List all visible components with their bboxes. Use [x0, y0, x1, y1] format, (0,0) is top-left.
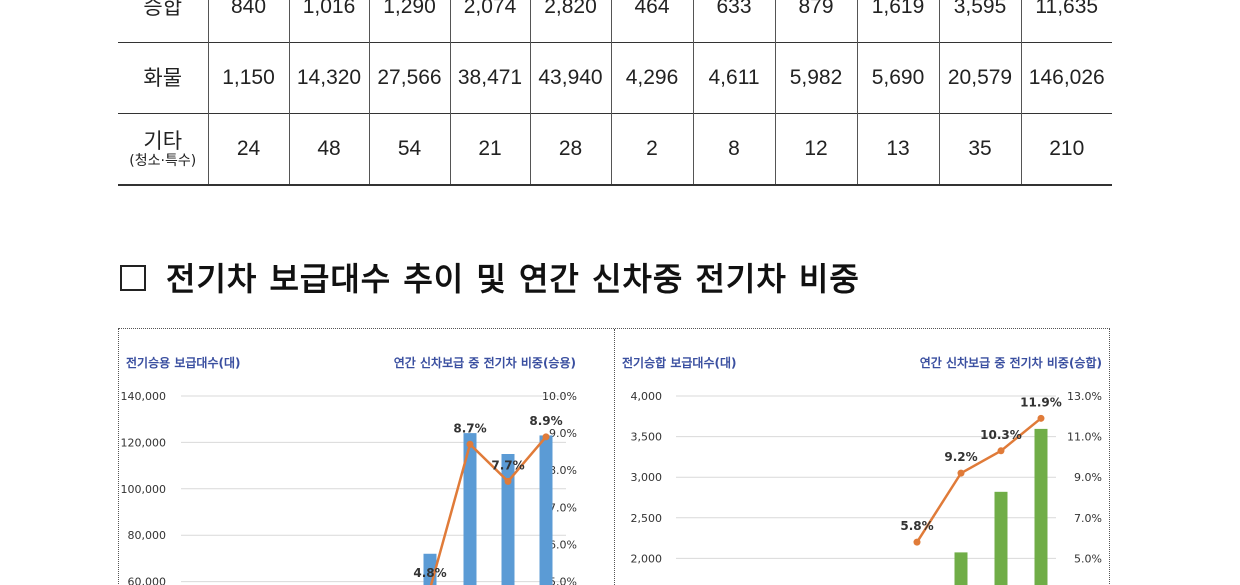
- table-cell: 4,296: [610, 42, 693, 114]
- table-cell: 28: [529, 113, 611, 185]
- bar: [501, 454, 515, 585]
- series-line: [429, 436, 547, 585]
- y2-axis-title: 연간 신차보급 중 전기차 비중(승용): [394, 355, 576, 370]
- series-point: [542, 433, 550, 441]
- data-label: 10.3%: [980, 428, 1022, 442]
- data-label: 9.2%: [944, 450, 977, 464]
- table-cell: 38,471: [449, 42, 530, 114]
- y2-tick-label: 5.0%: [549, 576, 577, 585]
- y-tick-label: 2,000: [631, 552, 663, 565]
- table-cell: 210: [1020, 113, 1112, 185]
- y2-axis-title: 연간 신차보급 중 전기차 비중(승합): [920, 355, 1102, 370]
- row-label: 화물: [143, 66, 183, 90]
- y2-tick-label: 11.0%: [1067, 431, 1102, 444]
- table-cell: 43,940: [529, 42, 611, 114]
- y-tick-label: 80,000: [128, 529, 167, 542]
- table-cell: 48: [288, 113, 369, 185]
- y-tick-label: 3,500: [631, 431, 663, 444]
- section-title-text: 전기차 보급대수 추이 및 연간 신차중 전기차 비중: [166, 260, 860, 298]
- chart-divider: [614, 329, 615, 585]
- series-point: [1037, 414, 1045, 422]
- y-tick-label: 60,000: [128, 576, 167, 585]
- table-cell: 11,635: [1020, 0, 1112, 43]
- table-cell: 24: [207, 113, 289, 185]
- table-cell: 20,579: [938, 42, 1021, 114]
- data-label: 7.7%: [491, 458, 524, 472]
- data-label: 8.7%: [453, 421, 486, 435]
- table-cell: 2: [610, 113, 693, 185]
- y-axis-title: 전기승합 보급대수(대): [622, 355, 737, 370]
- series-point: [957, 469, 965, 477]
- table-cell: 464: [610, 0, 693, 43]
- y2-tick-label: 9.0%: [1074, 471, 1102, 484]
- table-cell: 14,320: [288, 42, 369, 114]
- y-tick-label: 140,000: [121, 390, 167, 403]
- table-cell: 1,150: [207, 42, 289, 114]
- y2-tick-label: 8.0%: [549, 464, 577, 477]
- series-point: [913, 538, 921, 546]
- table-cell: 146,026: [1020, 42, 1112, 114]
- row-label: 승합: [143, 0, 183, 19]
- y2-tick-label: 6.0%: [549, 538, 577, 551]
- y-tick-label: 4,000: [631, 390, 663, 403]
- table-cell: 633: [692, 0, 775, 43]
- series-line: [915, 417, 1042, 543]
- bar: [994, 491, 1008, 585]
- series-point: [997, 447, 1005, 455]
- bar: [539, 435, 553, 585]
- passenger-ev-chart: 전기승용 보급대수(대) 연간 신차보급 중 전기차 비중(승용) 140,000 1…: [121, 355, 577, 585]
- table-row: 화물 1,150 14,320 27,566 38,471 43,940 4,296 4,61…: [118, 42, 1112, 114]
- table-cell: 13: [856, 113, 939, 185]
- y2-tick-label: 5.0%: [1074, 552, 1102, 565]
- series-point: [504, 477, 512, 485]
- row-label: 기타: [143, 128, 183, 153]
- table-cell: 54: [368, 113, 450, 185]
- table-cell: 27,566: [368, 42, 450, 114]
- y-axis-title: 전기승용 보급대수(대): [126, 355, 241, 370]
- data-label: 8.9%: [529, 414, 562, 428]
- table-cell: 8: [692, 113, 775, 185]
- table-cell: 35: [938, 113, 1021, 185]
- van-ev-chart: 전기승합 보급대수(대) 연간 신차보급 중 전기차 비중(승합) 4,000 3,5…: [622, 355, 1102, 585]
- data-label: 5.8%: [900, 519, 933, 533]
- y2-tick-label: 7.0%: [549, 501, 577, 514]
- table-cell: 5,690: [856, 42, 939, 114]
- bar: [463, 433, 477, 585]
- table-cell: 21: [449, 113, 530, 185]
- table-row: 기타 (청소·특수) 24 48 54 21 28 2 8 12 13 35 210: [118, 113, 1112, 186]
- y2-tick-label: 10.0%: [542, 390, 577, 403]
- table-cell: 2,074: [449, 0, 530, 43]
- charts-panel: 전기승용 보급대수(대) 연간 신차보급 중 전기차 비중(승용) 140,000 1…: [118, 328, 1110, 585]
- row-header: 화물: [118, 43, 208, 114]
- bar: [1034, 428, 1048, 585]
- table-cell: 4,611: [692, 42, 775, 114]
- table-cell: 3,595: [938, 0, 1021, 43]
- bar: [954, 552, 968, 585]
- table-cell: 5,982: [774, 42, 857, 114]
- row-header: 승합: [118, 0, 208, 43]
- section-title: 전기차 보급대수 추이 및 연간 신차중 전기차 비중: [120, 254, 860, 300]
- data-label: 11.9%: [1020, 395, 1062, 409]
- y2-tick-label: 7.0%: [1074, 512, 1102, 525]
- table-cell: 12: [774, 113, 857, 185]
- checkbox-square-icon: [120, 265, 146, 291]
- table-row: 승합 840 1,016 1,290 2,074 2,820 464 633 879 1,619 3…: [118, 0, 1112, 43]
- table-cell: 2,820: [529, 0, 611, 43]
- y-tick-label: 2,500: [631, 512, 663, 525]
- row-header: 기타 (청소·특수): [118, 114, 208, 186]
- table-cell: 1,016: [288, 0, 369, 43]
- table-cell: 840: [207, 0, 289, 43]
- y-tick-label: 3,000: [631, 471, 663, 484]
- series-point: [466, 440, 474, 448]
- y2-tick-label: 13.0%: [1067, 390, 1102, 403]
- table-cell: 1,290: [368, 0, 450, 43]
- y2-tick-label: 9.0%: [549, 427, 577, 440]
- table-cell: 1,619: [856, 0, 939, 43]
- row-sublabel: (청소·특수): [129, 152, 197, 169]
- table-cell: 879: [774, 0, 857, 43]
- vehicle-stats-table: 승합 840 1,016 1,290 2,074 2,820 464 633 879 1,619 3…: [118, 0, 1112, 186]
- y-tick-label: 120,000: [121, 436, 167, 449]
- data-label: 4.8%: [413, 566, 446, 580]
- y-tick-label: 100,000: [121, 483, 167, 496]
